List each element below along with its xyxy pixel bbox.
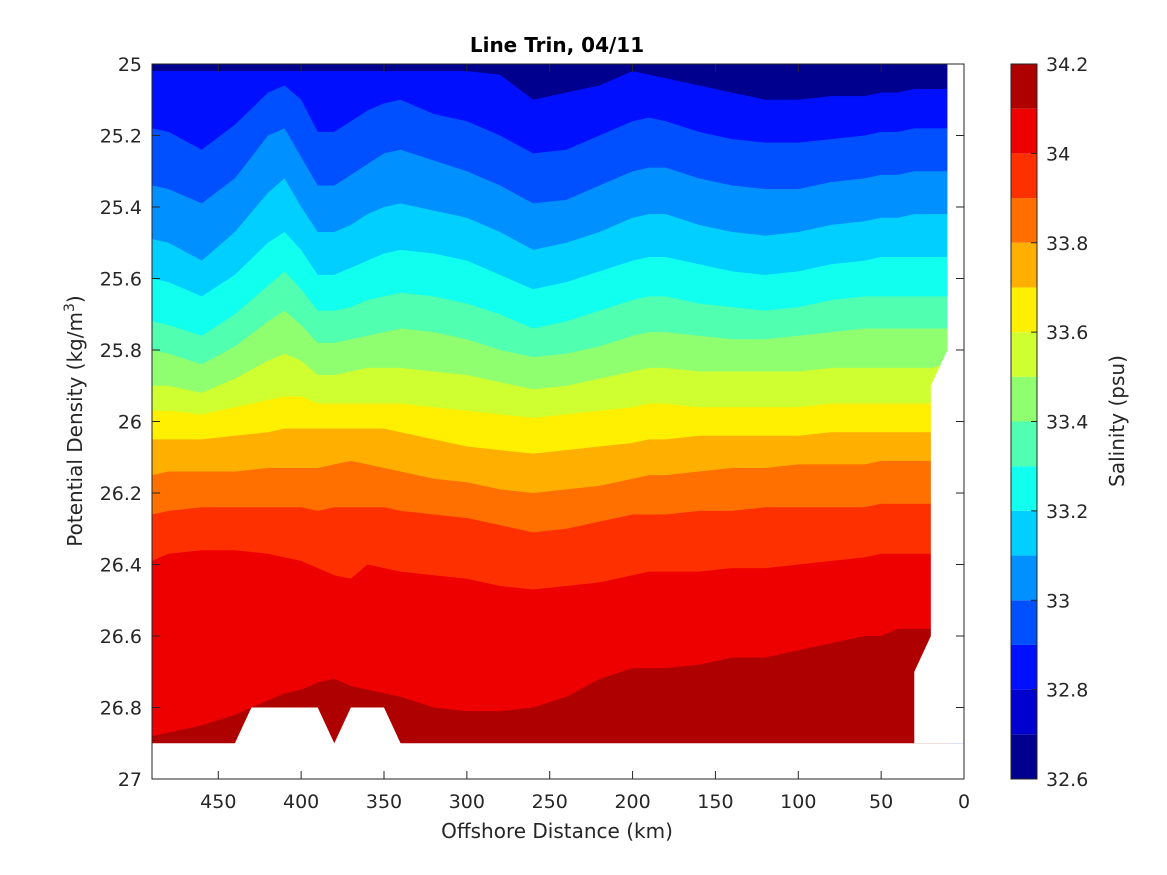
colorbar-swatch — [1011, 734, 1037, 779]
chart-title: Line Trin, 04/11 — [470, 33, 644, 57]
colorbar-swatch — [1011, 689, 1037, 735]
y-tick-label: 26.8 — [100, 698, 142, 720]
colorbar-swatch — [1011, 287, 1037, 333]
colorbar-tick-label: 34.2 — [1046, 54, 1088, 76]
colorbar-swatch — [1011, 376, 1037, 422]
y-tick-label: 25.8 — [100, 340, 142, 362]
colorbar-swatch — [1011, 153, 1037, 199]
x-tick-label: 450 — [200, 791, 236, 813]
colorbar-swatch — [1011, 108, 1037, 154]
x-tick-label: 300 — [449, 791, 485, 813]
y-axis: 25 25.2 25.4 25.6 25.8 26 26.2 26.4 26.6 26.8 27 — [100, 54, 964, 791]
y-tick-label: 25.2 — [100, 126, 142, 148]
y-tick-label: 26 — [118, 412, 142, 434]
colorbar-swatch — [1011, 555, 1037, 601]
colorbar-swatch — [1011, 198, 1037, 243]
x-tick-label: 50 — [869, 791, 893, 813]
colorbar-swatch — [1011, 600, 1037, 645]
colorbar-tick-label: 33 — [1046, 590, 1070, 612]
y-tick-label: 25.4 — [100, 197, 142, 219]
no-data-region-coast-gap — [914, 64, 964, 744]
x-tick-label: 350 — [366, 791, 402, 813]
colorbar-swatch — [1011, 466, 1037, 511]
colorbar-tick-label: 32.8 — [1046, 680, 1088, 702]
x-tick-label: 400 — [283, 791, 319, 813]
no-data-region-bottom-gap — [152, 707, 964, 779]
y-axis-label-superscript: 3 — [62, 303, 78, 312]
colorbar-swatch — [1011, 421, 1037, 467]
colorbar-swatch — [1011, 64, 1037, 109]
colorbar-tick-label: 32.6 — [1046, 769, 1088, 791]
y-tick-label: 26.4 — [100, 555, 142, 577]
contour-band-top — [152, 64, 948, 100]
y-tick-label: 27 — [118, 769, 142, 791]
colorbar-tick-label: 34 — [1046, 143, 1070, 165]
colorbar-tick-label: 33.2 — [1046, 501, 1088, 523]
colorbar-tick-label: 33.6 — [1046, 322, 1088, 344]
contour-fill-layer — [152, 64, 964, 779]
colorbar-swatch — [1011, 242, 1037, 288]
y-axis-label-suffix: ) — [63, 295, 87, 303]
colorbar-swatch — [1011, 510, 1037, 556]
x-tick-label: 250 — [532, 791, 568, 813]
colorbar-tick-label: 33.4 — [1046, 412, 1088, 434]
x-tick-label: 100 — [780, 791, 816, 813]
x-tick-label: 0 — [958, 791, 970, 813]
y-tick-label: 26.6 — [100, 626, 142, 648]
colorbar-label: Salinity (psu) — [1105, 355, 1129, 487]
x-axis: 450 400 350 300 250 200 150 100 50 0 — [200, 64, 970, 813]
colorbar-tick-label: 33.8 — [1046, 233, 1088, 255]
colorbar: 32.6 32.8 33 33.2 33.4 33.6 33.8 34 34.2 — [1010, 54, 1088, 791]
y-tick-label: 25.6 — [100, 269, 142, 291]
x-tick-label: 200 — [614, 791, 650, 813]
y-axis-label: Potential Density (kg/m3) — [62, 295, 87, 546]
colorbar-swatch — [1011, 644, 1037, 690]
y-axis-label-main: Potential Density (kg/m — [63, 312, 87, 547]
y-tick-label: 26.2 — [100, 483, 142, 505]
x-axis-label: Offshore Distance (km) — [441, 819, 673, 843]
y-tick-label: 25 — [118, 54, 142, 76]
colorbar-swatch — [1011, 332, 1037, 377]
x-tick-label: 150 — [697, 791, 733, 813]
no-data-mask-layer — [152, 64, 964, 779]
